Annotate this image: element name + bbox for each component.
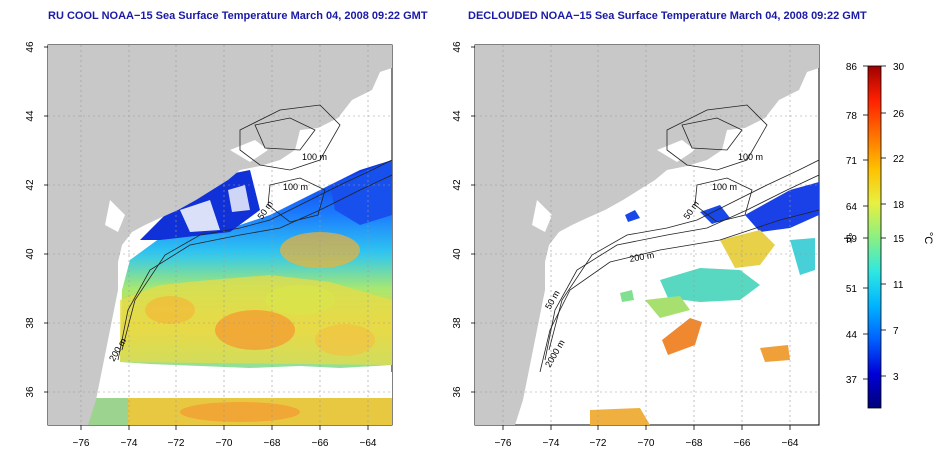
left-sst-field bbox=[48, 160, 392, 425]
left-lon-tick-76: −76 bbox=[73, 438, 90, 449]
right-lon-tick-76: −76 bbox=[495, 438, 512, 449]
right-lon-tick-66: −66 bbox=[734, 438, 751, 449]
right-map-panel: 100 m 100 m 50 m 200 m 50 m 2000 m 46 44… bbox=[452, 41, 820, 449]
left-lat-tick-44: 44 bbox=[25, 110, 36, 122]
colorbar-fahrenheit-ticks: 86 78 71 64 59 51 44 37 bbox=[846, 62, 858, 386]
left-bathymetry-contours bbox=[117, 104, 392, 361]
right-graticule bbox=[475, 45, 819, 425]
right-lat-tick-38: 38 bbox=[452, 317, 463, 329]
f-tick-86: 86 bbox=[846, 62, 858, 73]
left-lat-tick-40: 40 bbox=[25, 248, 36, 260]
right-land-mass bbox=[475, 45, 819, 425]
left-land-mass bbox=[48, 45, 392, 425]
right-lon-tick-70: −70 bbox=[638, 438, 655, 449]
c-tick-22: 22 bbox=[893, 154, 905, 165]
f-tick-44: 44 bbox=[846, 330, 858, 341]
right-contour-label-1: 100 m bbox=[738, 152, 763, 162]
left-lon-tick-74: −74 bbox=[121, 438, 138, 449]
temperature-colorbar: 86 78 71 64 59 51 44 37 30 26 22 18 15 1… bbox=[841, 62, 934, 409]
c-tick-11: 11 bbox=[893, 280, 904, 291]
c-tick-26: 26 bbox=[893, 109, 905, 120]
c-tick-18: 18 bbox=[893, 200, 905, 211]
c-tick-15: 15 bbox=[893, 234, 905, 245]
left-lon-tick-68: −68 bbox=[264, 438, 281, 449]
left-contour-label-2: 100 m bbox=[283, 182, 308, 192]
left-lat-tick-38: 38 bbox=[25, 317, 36, 329]
c-tick-30: 30 bbox=[893, 62, 905, 73]
left-data-gap-swath bbox=[115, 366, 392, 398]
right-contour-label-2: 100 m bbox=[712, 182, 737, 192]
c-tick-7: 7 bbox=[893, 326, 899, 337]
f-tick-51: 51 bbox=[846, 284, 858, 295]
f-tick-59: 59 bbox=[846, 234, 858, 245]
right-lon-tick-68: −68 bbox=[686, 438, 703, 449]
right-map-title: DECLOUDED NOAA−15 Sea Surface Temperatur… bbox=[468, 10, 867, 22]
left-lat-tick-36: 36 bbox=[25, 386, 36, 398]
right-lon-tick-64: −64 bbox=[782, 438, 799, 449]
f-tick-37: 37 bbox=[846, 375, 858, 386]
right-lat-tick-44: 44 bbox=[452, 110, 463, 122]
f-tick-78: 78 bbox=[846, 111, 858, 122]
left-contour-label-1: 100 m bbox=[302, 152, 327, 162]
left-lon-tick-66: −66 bbox=[312, 438, 329, 449]
right-lat-tick-42: 42 bbox=[452, 179, 463, 191]
right-lat-tick-40: 40 bbox=[452, 248, 463, 260]
right-lat-tick-36: 36 bbox=[452, 386, 463, 398]
right-lat-axis: 46 44 42 40 38 36 bbox=[452, 41, 463, 398]
fahrenheit-unit-label: °F bbox=[841, 232, 853, 243]
right-lon-tick-74: −74 bbox=[543, 438, 560, 449]
right-lon-axis: −76 −74 −72 −70 −68 −66 −64 bbox=[495, 438, 799, 449]
right-lon-tick-72: −72 bbox=[590, 438, 607, 449]
right-lat-tick-46: 46 bbox=[452, 41, 463, 53]
left-lat-tick-42: 42 bbox=[25, 179, 36, 191]
celsius-unit-label: °C bbox=[922, 232, 934, 244]
f-tick-64: 64 bbox=[846, 202, 858, 213]
c-tick-3: 3 bbox=[893, 372, 899, 383]
left-lat-tick-46: 46 bbox=[25, 41, 36, 53]
left-lon-tick-70: −70 bbox=[216, 438, 233, 449]
colorbar-gradient bbox=[867, 65, 882, 409]
left-lon-tick-72: −72 bbox=[168, 438, 185, 449]
left-map-panel: 100 m 100 m 50 m 200 m 46 44 42 40 38 36… bbox=[25, 41, 393, 449]
left-lat-axis: 46 44 42 40 38 36 bbox=[25, 41, 36, 398]
left-graticule bbox=[48, 45, 392, 425]
colorbar-celsius-ticks: 30 26 22 18 15 11 7 3 bbox=[893, 62, 905, 383]
left-map-title: RU COOL NOAA−15 Sea Surface Temperature … bbox=[48, 10, 428, 22]
right-contour-label-4: 200 m bbox=[629, 250, 655, 264]
left-lon-tick-64: −64 bbox=[360, 438, 377, 449]
right-sst-patches bbox=[590, 182, 819, 425]
left-lon-axis: −76 −74 −72 −70 −68 −66 −64 bbox=[73, 438, 377, 449]
right-bathymetry-contours bbox=[539, 104, 819, 373]
f-tick-71: 71 bbox=[846, 156, 858, 167]
